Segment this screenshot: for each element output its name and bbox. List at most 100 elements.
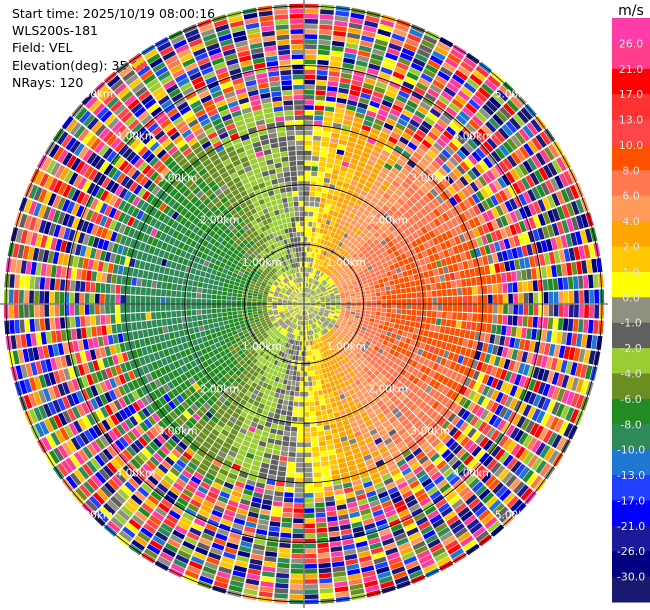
ppi-gate [463, 439, 474, 451]
ppi-gate [295, 477, 304, 483]
ppi-gate [475, 449, 486, 461]
ppi-gate [310, 304, 316, 306]
ppi-gate [401, 132, 412, 141]
ppi-gate [320, 286, 325, 291]
ppi-gate [329, 292, 335, 296]
ppi-gate [213, 337, 219, 344]
ppi-gate [368, 281, 374, 287]
ppi-gate [588, 319, 594, 334]
ppi-gate [320, 317, 325, 322]
ppi-gate [459, 385, 468, 396]
ppi-gate [405, 199, 414, 208]
ppi-gate [376, 113, 387, 122]
ppi-gate [315, 322, 319, 327]
ppi-gate [321, 266, 325, 272]
ppi-gate [581, 334, 588, 348]
ppi-gate [381, 329, 388, 336]
ppi-gate [418, 44, 433, 54]
ppi-gate [377, 412, 385, 420]
ppi-gate [436, 393, 445, 403]
ppi-gate [424, 463, 435, 473]
ppi-gate [402, 81, 415, 90]
ppi-gate [463, 82, 477, 94]
ppi-gate [574, 290, 579, 304]
ppi-gate [517, 362, 526, 375]
ppi-gate [500, 202, 509, 214]
ppi-gate [436, 479, 448, 490]
ppi-gate [404, 471, 415, 481]
ppi-gate [554, 418, 564, 433]
ppi-gate [323, 340, 328, 346]
ppi-gate [376, 220, 384, 228]
ppi-gate [417, 304, 422, 310]
ppi-gate [265, 400, 272, 407]
ppi-gate [374, 319, 380, 324]
ppi-gate [499, 85, 512, 98]
ppi-gate [317, 171, 325, 178]
ppi-gate [547, 209, 556, 223]
ppi-gate [319, 296, 325, 299]
ppi-gate [321, 261, 326, 267]
ppi-gate [400, 265, 407, 272]
ppi-gate [569, 409, 580, 424]
ppi-gate [265, 546, 278, 553]
ppi-gate [380, 216, 387, 224]
ppi-gate [397, 427, 407, 436]
ppi-gate [400, 376, 408, 385]
ppi-gate [431, 438, 441, 448]
ppi-gate [353, 286, 359, 291]
ppi-gate [304, 568, 318, 574]
ppi-gate [325, 501, 336, 507]
ppi-gate [310, 305, 316, 307]
ppi-gate [275, 408, 282, 415]
ppi-gate [511, 326, 517, 337]
ppi-gate [323, 314, 328, 318]
ppi-gate [389, 154, 399, 162]
ppi-gate [442, 110, 455, 121]
ppi-gate [373, 145, 383, 154]
ppi-gate [343, 239, 350, 245]
ppi-gate [290, 385, 296, 391]
ppi-gate [422, 501, 434, 511]
ppi-gate [306, 293, 310, 298]
ppi-gate [354, 264, 361, 270]
ppi-gate [460, 346, 467, 356]
ppi-gate [384, 236, 391, 244]
ppi-gate [292, 533, 304, 539]
ppi-gate [426, 291, 432, 298]
ppi-gate [420, 373, 428, 382]
ppi-gate [419, 497, 431, 507]
ppi-gate [291, 380, 296, 386]
ppi-gate [315, 507, 326, 513]
ppi-gate [416, 310, 422, 316]
ppi-gate [264, 556, 277, 563]
ppi-gate [427, 88, 440, 99]
ppi-gate [351, 306, 356, 310]
ppi-gate [312, 312, 316, 317]
ppi-gate [363, 197, 371, 205]
ppi-gate [376, 308, 382, 312]
ppi-gate [382, 350, 389, 357]
ppi-gate [313, 286, 317, 291]
ppi-gate [367, 424, 376, 432]
ppi-gate [463, 388, 472, 398]
ppi-gate [477, 128, 489, 140]
ppi-gate [311, 273, 314, 279]
ppi-gate [321, 288, 327, 292]
ppi-gate [311, 284, 314, 289]
ppi-gate [450, 255, 457, 264]
ppi-gate [352, 349, 358, 355]
ppi-gate [404, 422, 413, 431]
ppi-gate [423, 417, 433, 427]
ppi-gate [377, 235, 384, 243]
ppi-gate [435, 355, 443, 364]
ppi-gate [270, 459, 279, 466]
ppi-gate [285, 369, 290, 375]
ppi-gate [324, 294, 330, 298]
ppi-gate [286, 364, 291, 370]
ppi-gate [467, 295, 473, 304]
ppi-gate [335, 337, 341, 343]
ppi-gate [512, 413, 522, 426]
ppi-gate [380, 291, 386, 296]
ppi-gate [487, 314, 493, 324]
